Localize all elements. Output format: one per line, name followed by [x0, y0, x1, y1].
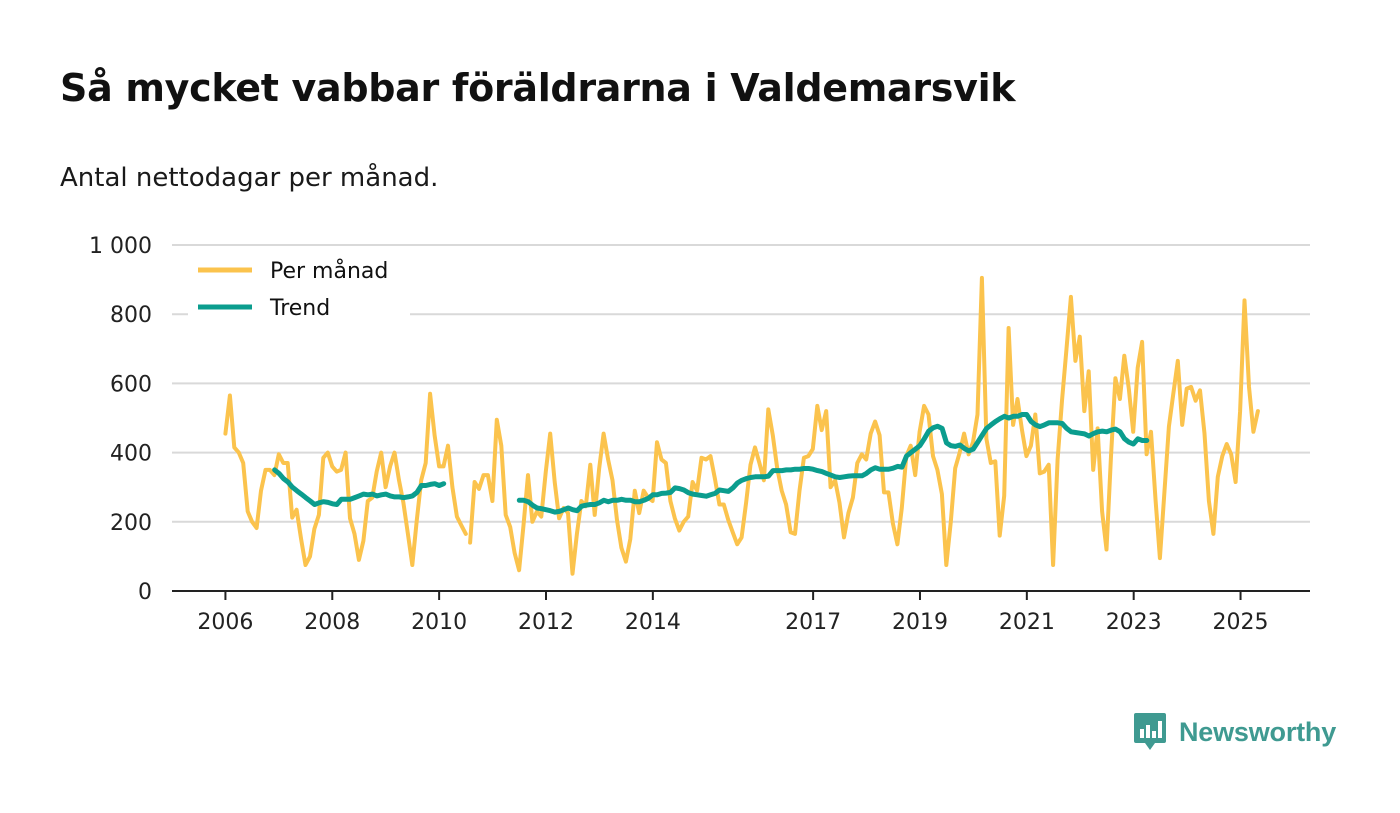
- y-tick-label: 200: [110, 511, 152, 536]
- legend-label-trend: Trend: [269, 296, 330, 321]
- x-tick-label: 2010: [411, 610, 467, 635]
- x-tick-label: 2023: [1106, 610, 1162, 635]
- y-tick-label: 0: [138, 580, 152, 605]
- chart-subtitle: Antal nettodagar per månad.: [60, 163, 439, 193]
- brand-name: Newsworthy: [1179, 716, 1337, 747]
- x-tick-label: 2021: [999, 610, 1055, 635]
- series-line-per-manad-1: [223, 391, 468, 567]
- x-tick-label: 2006: [197, 610, 253, 635]
- x-tick-label: 2019: [892, 610, 948, 635]
- y-tick-label: 800: [110, 303, 152, 328]
- x-axis: 2006 2008 2010 2012 2014 2017 2019 2021 2023 2025: [172, 590, 1310, 635]
- y-tick-label: 600: [110, 372, 152, 397]
- newsworthy-logo-icon: [1134, 713, 1166, 750]
- x-tick-label: 2017: [785, 610, 841, 635]
- x-tick-label: 2008: [304, 610, 360, 635]
- chart-title: Så mycket vabbar föräldrarna i Valdemars…: [60, 66, 1016, 110]
- x-tick-label: 2012: [518, 610, 574, 635]
- y-tick-label: 400: [110, 442, 152, 467]
- chart-series: [223, 275, 1260, 576]
- legend-label-per-manad: Per månad: [270, 258, 388, 284]
- chart-legend: Per månad Trend: [188, 250, 410, 321]
- y-axis-ticks: 0 200 400 600 800 1 000: [89, 234, 152, 605]
- series-line-trend-2: [516, 412, 1150, 515]
- y-tick-label: 1 000: [89, 234, 152, 259]
- newsworthy-logo: Newsworthy: [1133, 712, 1336, 752]
- x-tick-label: 2025: [1213, 610, 1269, 635]
- series-line-trend-1: [272, 467, 447, 507]
- series-line-per-manad-2: [468, 275, 1260, 576]
- x-tick-label: 2014: [625, 610, 681, 635]
